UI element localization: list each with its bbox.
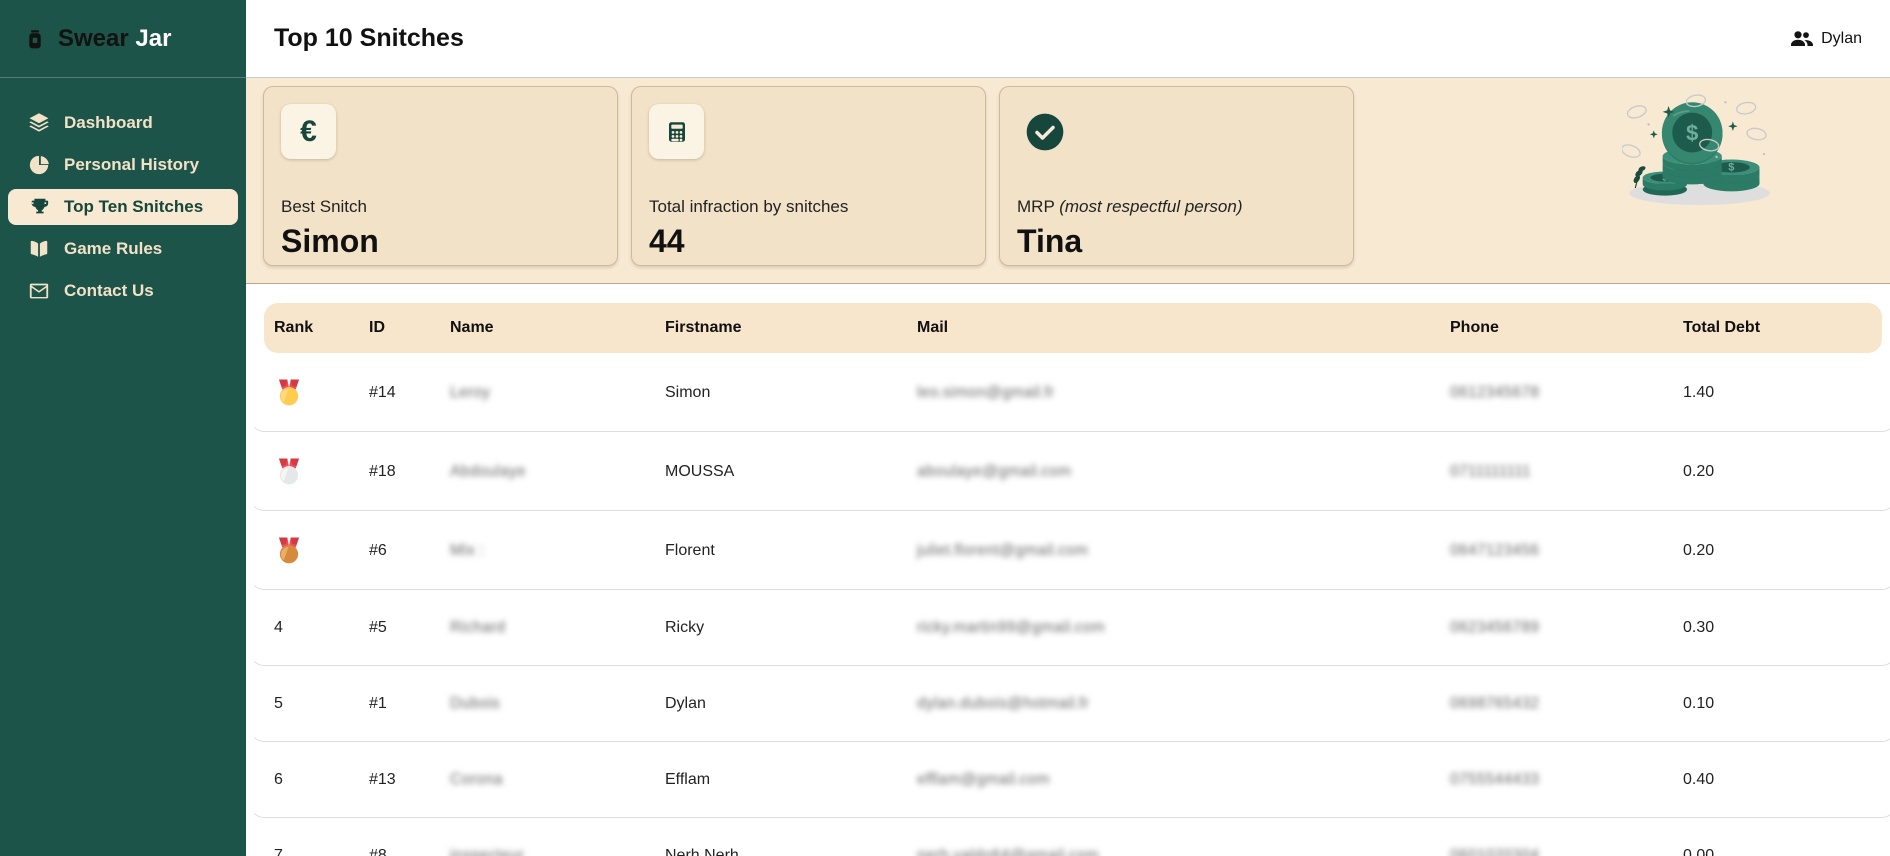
svg-text:$: $ <box>1728 162 1734 174</box>
svg-text:$: $ <box>1686 121 1699 146</box>
